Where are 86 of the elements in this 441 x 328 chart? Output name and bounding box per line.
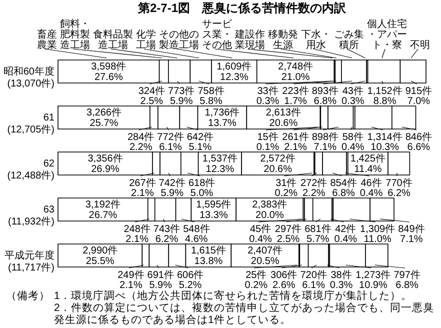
total-label: (12,488件) <box>7 170 54 182</box>
data-label: 248件 2.1% <box>124 224 150 245</box>
data-label: 893件 6.8% <box>312 86 339 107</box>
data-label: 773件 5.9% <box>168 86 195 107</box>
data-label: 3,356件 26.9% <box>88 153 123 175</box>
data-label: 1,615件 13.8% <box>190 245 226 267</box>
y-tick-label: 63 <box>43 204 55 216</box>
data-label: 681件 5.7% <box>304 224 332 245</box>
data-label: 1,314件 10.3% <box>367 132 402 153</box>
total-label: (13,070件) <box>7 78 54 90</box>
data-label: 797件 6.8% <box>394 270 420 291</box>
data-label: 720件 6.1% <box>300 270 327 291</box>
data-label: 1,609件 12.3% <box>216 61 252 83</box>
total-label: (12,705件) <box>7 124 54 136</box>
data-label: 606件 5.2% <box>176 270 204 291</box>
data-label: 1,537件 12.3% <box>202 153 238 175</box>
series-label: 不明 <box>410 40 430 51</box>
series-label: 個人住宅・アパート・寮 <box>367 18 407 51</box>
data-label: 25件 0.2% <box>244 270 268 291</box>
data-label: 223件 1.7% <box>282 86 309 107</box>
data-label: 1,425件 11.4% <box>350 153 386 175</box>
data-label: 1,152件 8.8% <box>367 86 402 107</box>
data-label: 898件 7.1% <box>312 132 339 153</box>
data-label: 33件 0.3% <box>256 86 280 107</box>
y-tick-label: 62 <box>43 158 55 170</box>
data-label: 743件 6.2% <box>153 224 180 245</box>
series-label: ごみ集積所 <box>334 28 364 51</box>
data-label: 742件 5.9% <box>158 178 186 199</box>
data-label: 3,598件 27.6% <box>91 61 126 83</box>
data-label: 38件 0.3% <box>330 270 353 291</box>
data-label: 272件 2.2% <box>300 178 328 199</box>
data-label: 261件 2.1% <box>282 132 309 153</box>
data-label: 849件 7.1% <box>398 224 425 245</box>
data-label: 42件 0.4% <box>334 224 358 245</box>
data-label: 58件 0.4% <box>342 132 364 153</box>
data-label: 249件 2.1% <box>118 270 144 291</box>
data-label: 2,613件 20.6% <box>266 107 301 129</box>
data-label: 758件 5.8% <box>198 86 224 107</box>
y-tick-label: 61 <box>43 112 55 124</box>
data-label: 3,192件 26.7% <box>85 199 120 221</box>
y-tick-label: 平成元年度 <box>4 250 54 262</box>
y-tick-label: 昭和60年度 <box>3 66 54 78</box>
text: 食料品製造工場 <box>93 28 133 51</box>
data-label: 2,990件 25.5% <box>82 245 118 267</box>
data-label: 548件 4.6% <box>183 224 210 245</box>
text: （備考） <box>6 290 50 304</box>
text: 2．件数の算定については、複数の苦情申し立てがあった場合でも、同一悪臭発生源に係るものである場合は1件としている。 <box>54 302 435 326</box>
data-label: 618件 5.0% <box>188 178 216 199</box>
text: 建設作業現場 <box>234 28 265 51</box>
data-label: 2,407件 20.5% <box>248 245 283 267</box>
data-label: 31件 0.2% <box>274 178 298 199</box>
data-label: 2,383件 20.0% <box>252 199 288 221</box>
text: 化学工場 <box>136 28 156 51</box>
data-label: 2,748件 21.0% <box>278 61 314 83</box>
data-label: 297件 2.5% <box>274 224 302 245</box>
data-label: 284件 2.2% <box>127 132 154 153</box>
data-label: 846件 6.6% <box>405 132 432 153</box>
data-label: 1,595件 13.3% <box>196 199 232 221</box>
total-label: (11,717件) <box>8 262 54 274</box>
data-label: 691件 5.9% <box>147 270 174 291</box>
data-label: 2,572件 20.6% <box>260 153 296 175</box>
data-label: 772件 6.1% <box>157 132 184 153</box>
data-label: 1,273件 10.9% <box>356 270 391 291</box>
chart-title: 第2-7-1図 悪臭に係る苦情件数の内訳 <box>136 1 348 15</box>
data-label: 642件 5.1% <box>186 132 214 153</box>
total-label: (11,932件) <box>8 216 54 228</box>
series-label: 畜産農業 <box>37 28 57 51</box>
series-label: 下水・用水 <box>301 28 331 51</box>
data-label: 324件 2.5% <box>138 86 166 107</box>
text: 1．環境庁調べ（地方公共団体に寄せられた苦情を環境庁が集計した）。 <box>54 290 413 302</box>
text: 移動発生源 <box>268 28 298 51</box>
text: サービス業・その他 <box>202 19 233 51</box>
data-label: 1,736件 13.7% <box>204 107 240 129</box>
data-label: 267件 2.1% <box>129 178 156 199</box>
text: 飼料・肥料製造工場 <box>60 18 90 51</box>
data-label: 43件 0.3% <box>342 86 364 107</box>
data-label: 3,266件 25.7% <box>86 107 122 129</box>
data-label: 854件 6.8% <box>330 178 357 199</box>
data-label: 45件 0.4% <box>249 224 272 245</box>
data-label: 915件 7.0% <box>405 86 432 107</box>
data-label: 15件 0.1% <box>256 132 280 153</box>
data-label: 1,309件 11.0% <box>360 224 396 245</box>
data-label: 770件 6.2% <box>386 178 412 199</box>
series-label: その他の製造工場 <box>159 28 199 51</box>
data-label: 306件 2.6% <box>270 270 298 291</box>
data-label: 46件 0.4% <box>360 178 383 199</box>
